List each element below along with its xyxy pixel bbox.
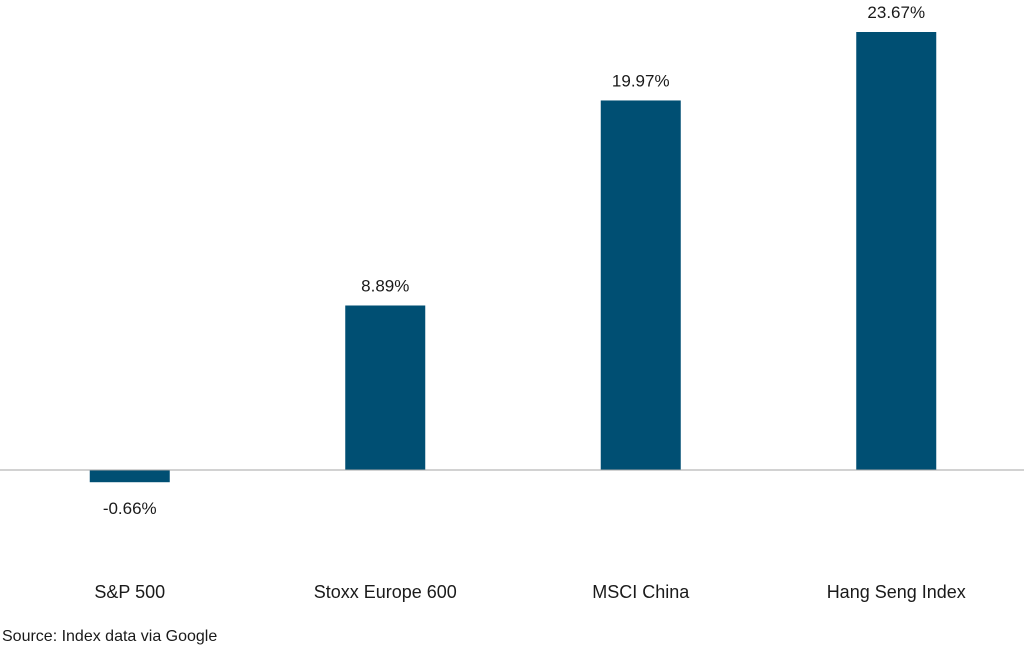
data-label-3: 23.67% [867,3,925,22]
category-label-0: S&P 500 [94,582,165,602]
bar-0 [89,470,170,483]
category-label-1: Stoxx Europe 600 [314,582,457,602]
bar-1 [345,305,426,470]
bar-2 [600,100,681,470]
bars-group [89,32,937,483]
data-labels-group: -0.66% 8.89% 19.97% 23.67% [103,3,925,518]
data-label-2: 19.97% [612,71,670,90]
category-label-3: Hang Seng Index [827,582,966,602]
data-label-0: -0.66% [103,499,157,518]
data-label-1: 8.89% [361,276,409,295]
category-label-2: MSCI China [592,582,690,602]
bar-3 [856,32,937,470]
category-labels-group: S&P 500 Stoxx Europe 600 MSCI China Hang Se… [94,582,965,602]
source-note: Source: Index data via Google [2,628,218,645]
